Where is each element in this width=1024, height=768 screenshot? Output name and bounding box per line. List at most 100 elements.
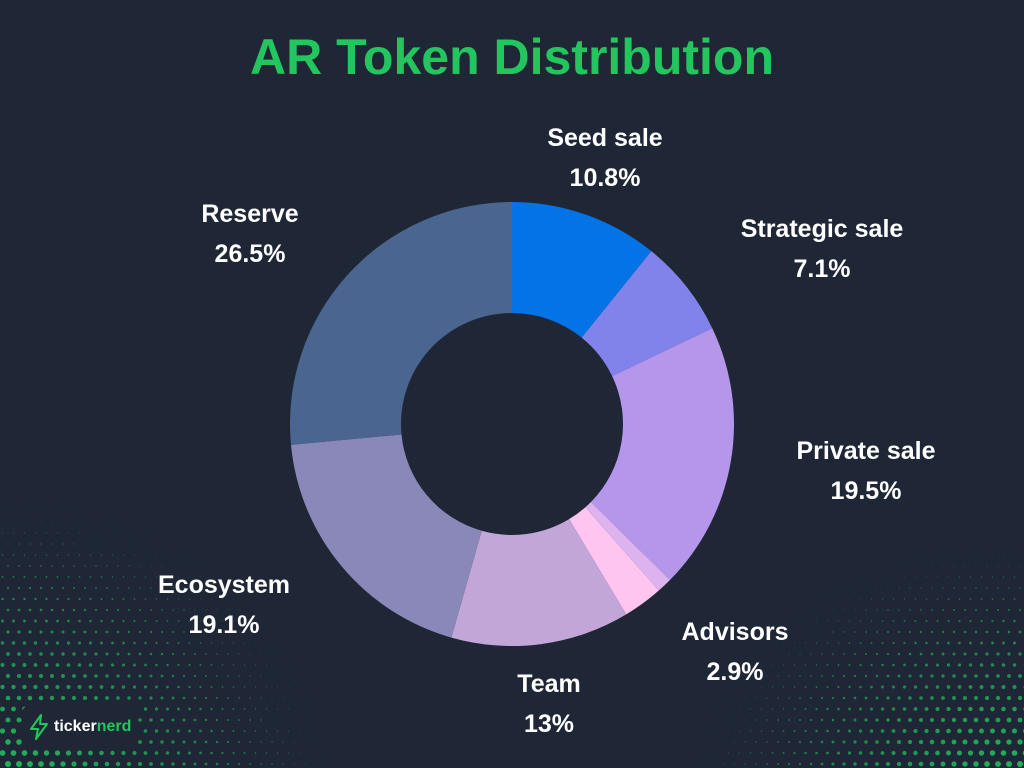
halftone-dot — [254, 708, 257, 710]
halftone-dot — [149, 696, 153, 700]
halftone-dot — [1002, 619, 1005, 623]
halftone-dot — [128, 565, 130, 567]
halftone-dot — [963, 630, 967, 634]
halftone-dot — [166, 576, 169, 578]
halftone-dot — [929, 761, 935, 767]
halftone-dot — [881, 685, 884, 689]
halftone-dot — [930, 674, 934, 678]
halftone-dot — [820, 762, 824, 766]
halftone-dot — [985, 608, 989, 612]
halftone-dot — [897, 696, 901, 700]
halftone-dot — [139, 587, 141, 589]
halftone-dot — [188, 598, 191, 600]
halftone-dot — [61, 652, 65, 656]
halftone-dot — [17, 586, 21, 590]
halftone-dot — [1, 575, 4, 579]
halftone-dot — [974, 674, 978, 678]
halftone-dot — [935, 685, 940, 689]
halftone-dot — [821, 609, 823, 611]
halftone-dot — [210, 729, 213, 733]
slice-label-value: 2.9% — [706, 658, 764, 686]
halftone-dot — [947, 641, 950, 645]
halftone-dot — [106, 587, 108, 589]
halftone-dot — [167, 554, 168, 556]
halftone-dot — [271, 697, 273, 699]
slice-label-private-sale: Private sale 19.5% — [797, 431, 936, 511]
halftone-dot — [984, 695, 990, 701]
halftone-dot — [165, 707, 170, 711]
halftone-dot — [859, 620, 862, 622]
halftone-dot — [28, 652, 32, 656]
halftone-dot — [946, 663, 951, 667]
halftone-dot — [772, 664, 773, 666]
halftone-dot — [984, 739, 990, 745]
halftone-dot — [161, 609, 163, 611]
halftone-dot — [221, 686, 224, 688]
halftone-dot — [973, 717, 979, 723]
halftone-dot — [105, 608, 109, 612]
halftone-dot — [99, 750, 104, 756]
halftone-dot — [249, 653, 251, 655]
halftone-dot — [77, 641, 82, 645]
halftone-dot — [936, 619, 939, 623]
halftone-dot — [11, 663, 16, 667]
halftone-dot — [22, 641, 27, 645]
halftone-dot — [815, 664, 818, 666]
halftone-dot — [892, 641, 895, 645]
halftone-dot — [71, 695, 77, 701]
halftone-dot — [836, 751, 841, 755]
halftone-dot — [233, 620, 234, 622]
halftone-dot — [907, 739, 913, 745]
halftone-dot — [777, 763, 779, 765]
halftone-dot — [980, 641, 983, 645]
halftone-dot — [869, 707, 874, 711]
halftone-dot — [315, 741, 317, 743]
halftone-dot — [227, 697, 229, 699]
halftone-dot — [177, 598, 180, 600]
halftone-dot — [804, 751, 807, 755]
halftone-dot — [1002, 641, 1005, 645]
halftone-dot — [11, 641, 16, 645]
halftone-dot — [793, 708, 796, 710]
halftone-dot — [799, 675, 801, 677]
halftone-dot — [176, 751, 181, 755]
halftone-dot — [139, 543, 141, 545]
halftone-dot — [260, 719, 262, 721]
halftone-dot — [10, 750, 17, 756]
halftone-dot — [132, 685, 137, 689]
halftone-dot — [215, 762, 219, 766]
donut-slice-advisors — [569, 507, 659, 615]
halftone-dot — [28, 586, 32, 590]
halftone-dot — [1, 554, 4, 556]
halftone-dot — [831, 696, 835, 700]
halftone-dot — [892, 598, 895, 600]
halftone-dot — [1017, 739, 1023, 745]
slice-label-advisors: Advisors 2.9% — [682, 612, 789, 692]
halftone-dot — [194, 631, 196, 633]
halftone-dot — [216, 631, 218, 633]
halftone-dot — [138, 652, 142, 656]
halftone-dot — [946, 685, 951, 689]
halftone-dot — [880, 729, 885, 733]
halftone-dot — [1012, 663, 1017, 667]
halftone-dot — [739, 708, 740, 710]
halftone-dot — [94, 608, 98, 612]
halftone-dot — [918, 739, 924, 745]
halftone-dot — [914, 641, 917, 645]
halftone-dot — [1001, 706, 1006, 712]
halftone-dot — [299, 686, 300, 688]
halftone-dot — [782, 730, 785, 732]
halftone-dot — [749, 730, 752, 732]
halftone-dot — [924, 750, 929, 756]
halftone-dot — [0, 728, 6, 734]
halftone-dot — [864, 740, 868, 744]
halftone-dot — [1, 597, 4, 601]
halftone-dot — [57, 510, 58, 512]
halftone-dot — [72, 652, 76, 656]
halftone-dot — [898, 609, 900, 611]
halftone-dot — [154, 707, 159, 711]
halftone-dot — [1007, 608, 1011, 612]
halftone-dot — [892, 663, 895, 667]
halftone-dot — [78, 554, 81, 556]
halftone-dot — [155, 620, 158, 622]
